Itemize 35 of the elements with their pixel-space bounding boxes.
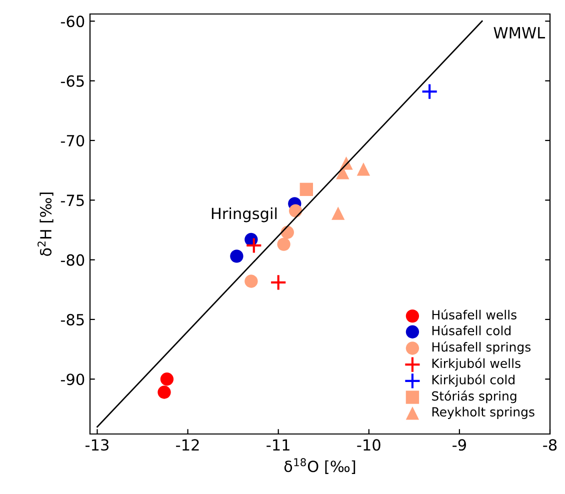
annotation: WMWL <box>494 27 546 38</box>
point <box>230 250 244 263</box>
point <box>270 274 287 291</box>
y-tick-label: -65 <box>60 75 84 87</box>
y-tick-label: -70 <box>60 134 84 146</box>
point <box>277 238 290 251</box>
annotation: Hringsgil <box>212 207 277 222</box>
legend-label: Húsafell cold <box>432 325 510 336</box>
x-tick-label: -11 <box>266 439 290 450</box>
legend-label: Stóriás spring <box>432 390 516 404</box>
legend-label: Húsafell wells <box>432 309 516 320</box>
y-tick-label: -85 <box>60 314 84 326</box>
point <box>421 83 438 100</box>
y-tick-label: -90 <box>60 374 84 386</box>
point <box>300 182 314 196</box>
legend-label: Kirkjuból cold <box>432 374 514 387</box>
point <box>356 162 370 176</box>
x-tick-label: -10 <box>357 439 380 451</box>
point <box>158 386 171 399</box>
x-tick-label: -8 <box>543 439 557 451</box>
x-tick-label: -9 <box>452 439 466 451</box>
y-tick-label: -60 <box>60 16 84 28</box>
legend-label: Kirkjuból wells <box>432 358 520 370</box>
point <box>160 372 174 386</box>
point <box>246 237 262 254</box>
legend-label: Húsafell springs <box>432 342 531 354</box>
y-tick-label: -75 <box>60 194 84 206</box>
point <box>244 274 258 288</box>
point <box>332 206 345 220</box>
x-axis-title: δ$^{18}$O [‰] <box>284 458 356 474</box>
y-axis-title: δ$^{2}$H [‰] <box>38 192 54 256</box>
x-tick-label: -12 <box>176 439 199 450</box>
x-tick-label: -13 <box>86 439 108 451</box>
y-tick-label: -80 <box>60 254 84 266</box>
legend-label: Reykholt springs <box>432 406 534 419</box>
